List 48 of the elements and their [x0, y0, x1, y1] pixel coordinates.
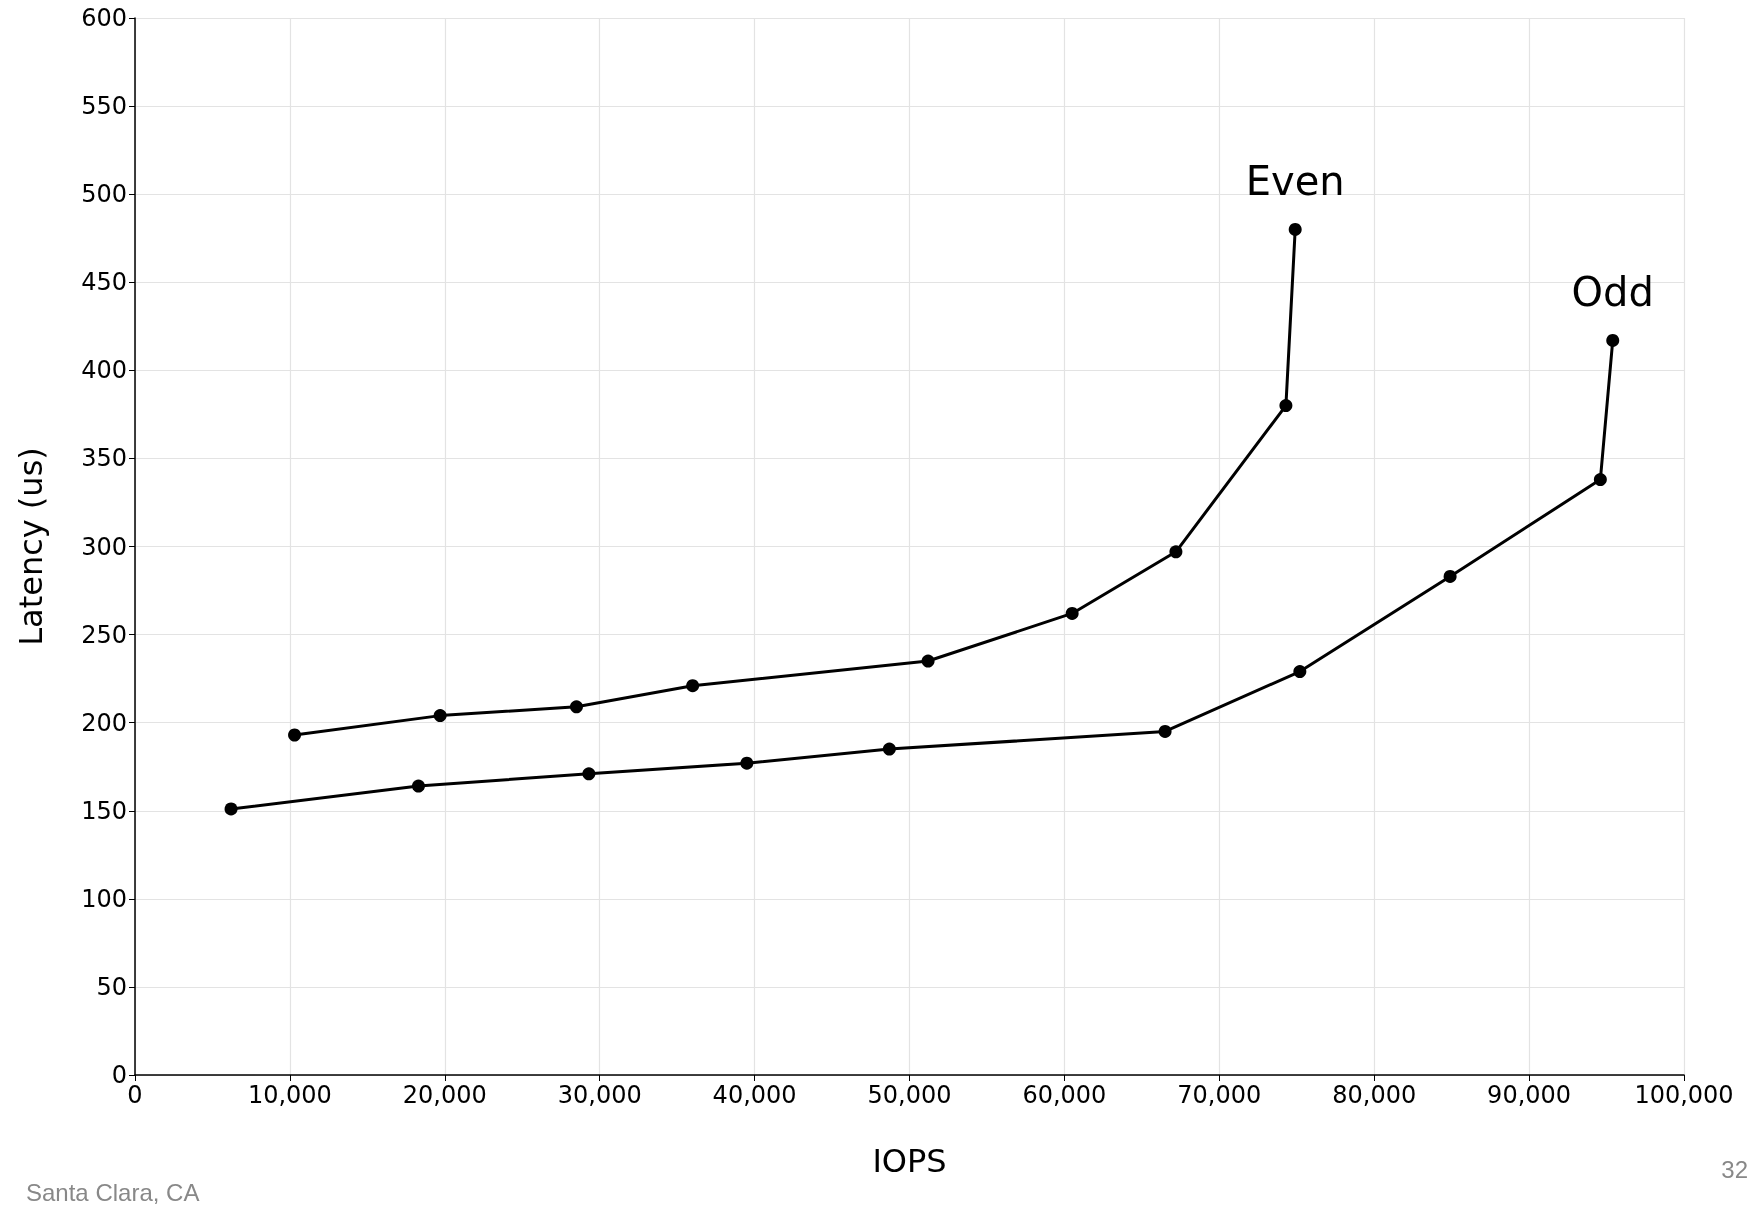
- point: [288, 728, 302, 742]
- series-label: Odd: [1571, 268, 1654, 315]
- y-tick-label: 300: [81, 532, 127, 561]
- point: [686, 679, 700, 693]
- point: [882, 742, 896, 756]
- y-tick-label: 0: [111, 1061, 127, 1089]
- y-tick-label: 250: [81, 620, 127, 649]
- point: [921, 654, 935, 668]
- point: [411, 779, 425, 793]
- y-tick-label: 600: [81, 4, 127, 32]
- x-tick-label: 80,000: [1332, 1081, 1417, 1109]
- y-tick-label: 550: [81, 92, 127, 121]
- point: [1169, 545, 1183, 559]
- x-tick-label: 50,000: [867, 1081, 952, 1109]
- x-tick-label: 60,000: [1022, 1081, 1107, 1109]
- point: [224, 802, 238, 816]
- point: [1288, 222, 1302, 236]
- point: [433, 709, 447, 723]
- point: [740, 756, 754, 770]
- x-tick-label: 20,000: [402, 1081, 487, 1109]
- point: [582, 767, 596, 781]
- y-tick-label: 150: [81, 796, 127, 825]
- point: [1293, 665, 1307, 679]
- x-tick-label: 100,000: [1634, 1081, 1734, 1109]
- x-tick-label: 40,000: [712, 1081, 797, 1109]
- y-tick-label: 50: [96, 972, 127, 1001]
- x-tick-label: 10,000: [247, 1081, 332, 1109]
- y-tick-label: 100: [81, 884, 127, 913]
- y-tick-label: 350: [81, 444, 127, 473]
- x-tick-label: 30,000: [557, 1081, 642, 1109]
- y-tick-label: 200: [81, 708, 127, 737]
- y-tick-label: 400: [81, 356, 127, 385]
- point: [1443, 569, 1457, 583]
- x-tick-label: 70,000: [1177, 1081, 1262, 1109]
- point: [1065, 606, 1079, 620]
- point: [1593, 473, 1607, 487]
- y-axis-title: Latency (us): [12, 447, 50, 646]
- point: [1158, 724, 1172, 738]
- point: [1279, 399, 1293, 413]
- y-tick-label: 500: [81, 180, 127, 209]
- point: [569, 700, 583, 714]
- text: 32: [1721, 1155, 1749, 1183]
- point: [1606, 333, 1620, 347]
- text: Santa Clara, CA: [26, 1178, 200, 1206]
- y-tick-label: 450: [81, 268, 127, 297]
- x-tick-label: 90,000: [1487, 1081, 1572, 1109]
- series-label: Even: [1245, 157, 1345, 204]
- x-axis-title: IOPS: [872, 1142, 947, 1180]
